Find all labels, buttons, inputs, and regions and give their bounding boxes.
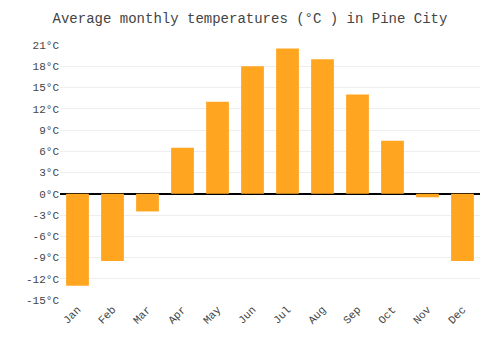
svg-text:Jul: Jul bbox=[271, 304, 293, 326]
svg-text:Aug: Aug bbox=[306, 304, 328, 326]
svg-text:-9°C: -9°C bbox=[33, 252, 60, 264]
svg-text:-6°C: -6°C bbox=[33, 231, 60, 243]
svg-text:Jan: Jan bbox=[61, 304, 83, 326]
svg-text:Mar: Mar bbox=[131, 304, 153, 326]
svg-text:Oct: Oct bbox=[376, 304, 398, 326]
svg-text:-3°C: -3°C bbox=[33, 210, 60, 222]
svg-text:15°C: 15°C bbox=[33, 82, 60, 94]
svg-text:3°C: 3°C bbox=[39, 167, 59, 179]
svg-text:0°C: 0°C bbox=[39, 189, 59, 201]
svg-text:9°C: 9°C bbox=[39, 125, 59, 137]
svg-text:Apr: Apr bbox=[166, 304, 188, 326]
svg-text:May: May bbox=[201, 304, 224, 327]
svg-text:Dec: Dec bbox=[446, 304, 468, 326]
svg-text:18°C: 18°C bbox=[33, 61, 60, 73]
svg-text:Nov: Nov bbox=[411, 304, 434, 327]
svg-text:12°C: 12°C bbox=[33, 104, 60, 116]
svg-text:21°C: 21°C bbox=[33, 40, 60, 52]
svg-text:6°C: 6°C bbox=[39, 146, 59, 158]
svg-text:-15°C: -15°C bbox=[26, 295, 59, 307]
svg-text:Jun: Jun bbox=[236, 304, 258, 326]
svg-text:-12°C: -12°C bbox=[26, 274, 59, 286]
svg-text:Sep: Sep bbox=[341, 304, 363, 326]
svg-text:Feb: Feb bbox=[96, 304, 118, 326]
svg-text:Average monthly temperatures (: Average monthly temperatures (°C ) in Pi… bbox=[53, 11, 448, 27]
